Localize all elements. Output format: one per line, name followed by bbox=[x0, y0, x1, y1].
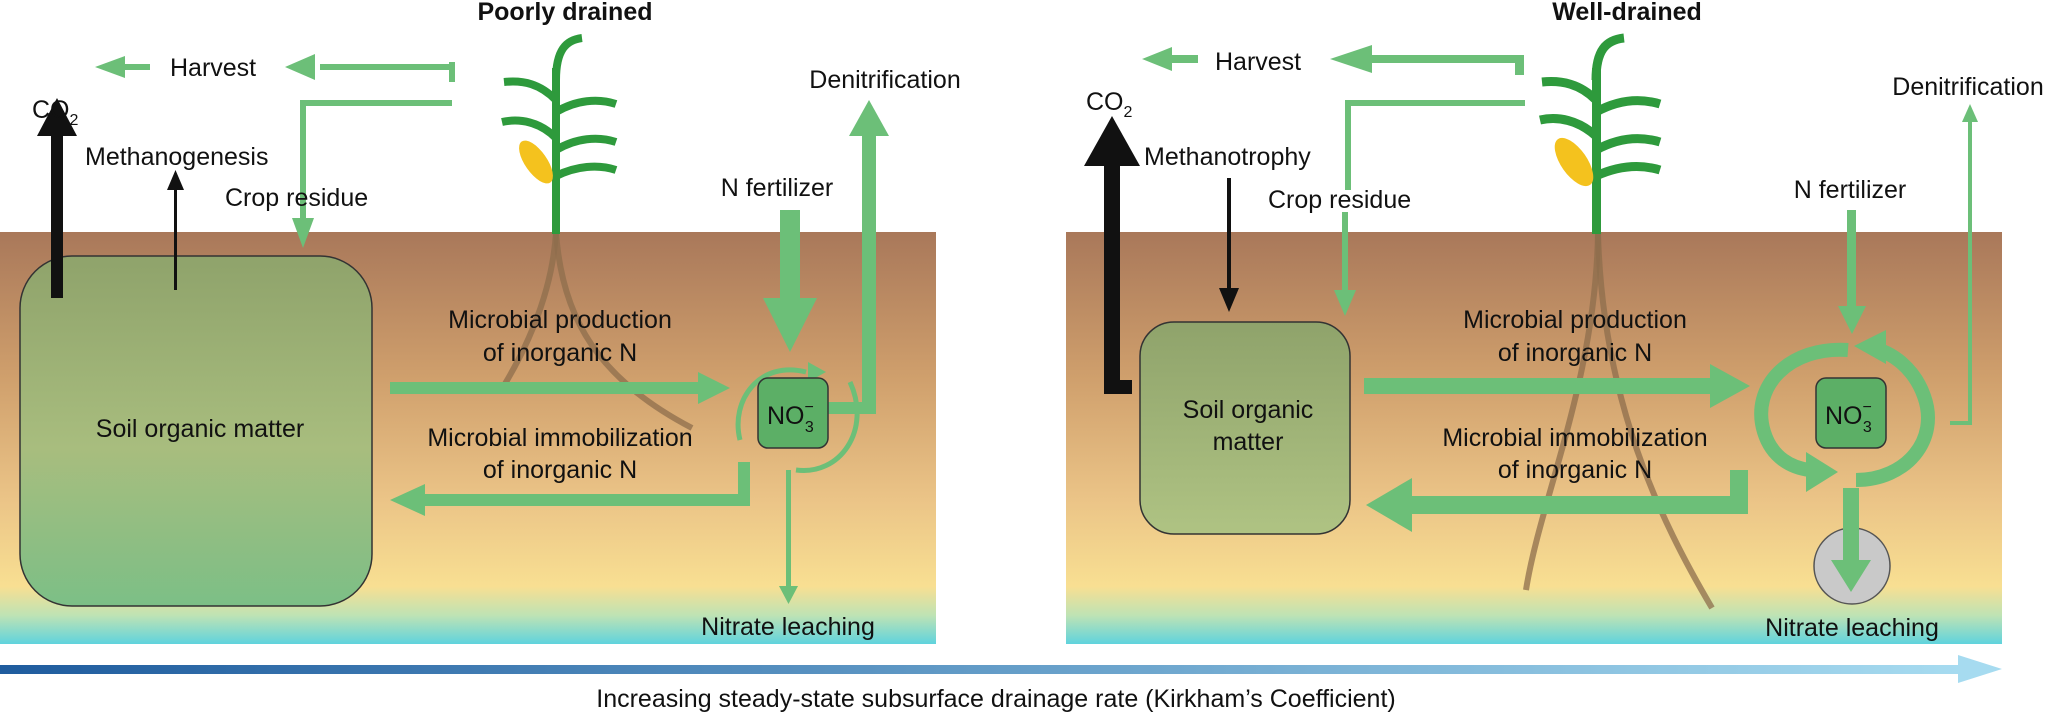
microbial-immobilization-arrow bbox=[1366, 470, 1748, 532]
denitrification-flow bbox=[826, 100, 889, 414]
denitrification-label: Denitrification bbox=[809, 66, 960, 94]
soil-organic-matter-label: Soil organic matter bbox=[96, 415, 304, 443]
methanotrophy-arrow-icon bbox=[1219, 178, 1239, 312]
nitrate-cycle-arrowhead-bottom bbox=[1806, 452, 1838, 492]
nitrate-label: NO− 3 bbox=[767, 399, 814, 436]
harvest-flow bbox=[95, 54, 455, 82]
methanogenesis-label: Methanogenesis bbox=[85, 143, 268, 171]
microbial-production-line2: of inorganic N bbox=[483, 339, 637, 367]
plant-roots bbox=[497, 231, 694, 431]
axis-arrowhead-icon bbox=[1958, 655, 2002, 683]
soil-organic-matter-box bbox=[19, 255, 373, 607]
nitrate-label: NO− 3 bbox=[1825, 399, 1872, 436]
drainage-axis: Increasing steady-state subsurface drain… bbox=[0, 655, 2002, 713]
n-fertilizer-label: N fertilizer bbox=[721, 174, 834, 202]
soil-organic-matter-line1: Soil organic bbox=[1183, 396, 1314, 424]
microbial-production-arrow bbox=[1364, 364, 1750, 408]
microbial-production-line2: of inorganic N bbox=[1498, 339, 1652, 367]
crop-residue-label: Crop residue bbox=[225, 184, 368, 212]
nitrate-cycle-arrows bbox=[1754, 341, 1935, 487]
microbial-production-line1: Microbial production bbox=[1463, 306, 1687, 334]
left-panel: Soil organic matter Harvest bbox=[0, 0, 961, 644]
nitrate-cycle-arrowhead bbox=[808, 362, 826, 382]
crop-residue-label: Crop residue bbox=[1268, 186, 1411, 214]
corn-ear-icon bbox=[1554, 137, 1594, 187]
co2-label: CO2 bbox=[1086, 88, 1133, 121]
harvest-flow bbox=[1142, 45, 1524, 75]
microbial-immobilization-line1: Microbial immobilization bbox=[1442, 424, 1707, 452]
nitrate-box bbox=[757, 377, 829, 449]
co2-arrow-icon bbox=[1084, 116, 1140, 394]
crop-plant-icon bbox=[1539, 33, 1662, 234]
n-fertilizer-label: N fertilizer bbox=[1794, 176, 1907, 204]
nitrate-leaching-flow bbox=[779, 470, 798, 604]
harvest-label: Harvest bbox=[170, 54, 256, 82]
axis-label: Increasing steady-state subsurface drain… bbox=[596, 685, 1395, 713]
corn-ear-icon bbox=[519, 140, 553, 184]
denitrification-label: Denitrification bbox=[1892, 73, 2043, 101]
plant-roots bbox=[1523, 231, 1715, 610]
nitrate-box bbox=[1815, 377, 1887, 449]
soil-organic-matter-box bbox=[1139, 321, 1351, 535]
harvest-label: Harvest bbox=[1215, 48, 1301, 76]
co2-arrow-icon bbox=[37, 98, 77, 298]
n-fertilizer-flow bbox=[1838, 210, 1866, 334]
right-panel: Soil organic matter Harvest bbox=[1066, 0, 2044, 644]
nitrate-cycle-arrowhead-top bbox=[1854, 330, 1886, 364]
co2-label: CO2 bbox=[32, 96, 79, 129]
microbial-production-line1: Microbial production bbox=[448, 306, 672, 334]
n-fertilizer-flow bbox=[763, 210, 817, 352]
nitrate-leaching-flow bbox=[1831, 488, 1871, 592]
microbial-production-arrow bbox=[390, 372, 730, 404]
methanogenesis-arrow-icon bbox=[167, 170, 184, 290]
crop-residue-flow bbox=[1334, 100, 1525, 316]
microbial-immobilization-line2: of inorganic N bbox=[1498, 456, 1652, 484]
nitrate-leaching-label: Nitrate leaching bbox=[1765, 614, 1939, 642]
microbial-immobilization-line2: of inorganic N bbox=[483, 456, 637, 484]
left-panel-title: Poorly drained bbox=[477, 0, 652, 26]
soil-organic-matter-line2: matter bbox=[1213, 428, 1284, 456]
right-panel-title: Well-drained bbox=[1552, 0, 1702, 26]
microbial-immobilization-line1: Microbial immobilization bbox=[427, 424, 692, 452]
nitrate-cycle-arrows bbox=[735, 367, 860, 473]
methanotrophy-label: Methanotrophy bbox=[1144, 143, 1311, 171]
denitrification-flow bbox=[1950, 104, 1978, 425]
crop-residue-flow bbox=[292, 100, 452, 248]
nitrate-leaching-label: Nitrate leaching bbox=[701, 613, 875, 641]
crop-plant-icon bbox=[501, 34, 618, 234]
microbial-immobilization-arrow bbox=[390, 462, 750, 516]
